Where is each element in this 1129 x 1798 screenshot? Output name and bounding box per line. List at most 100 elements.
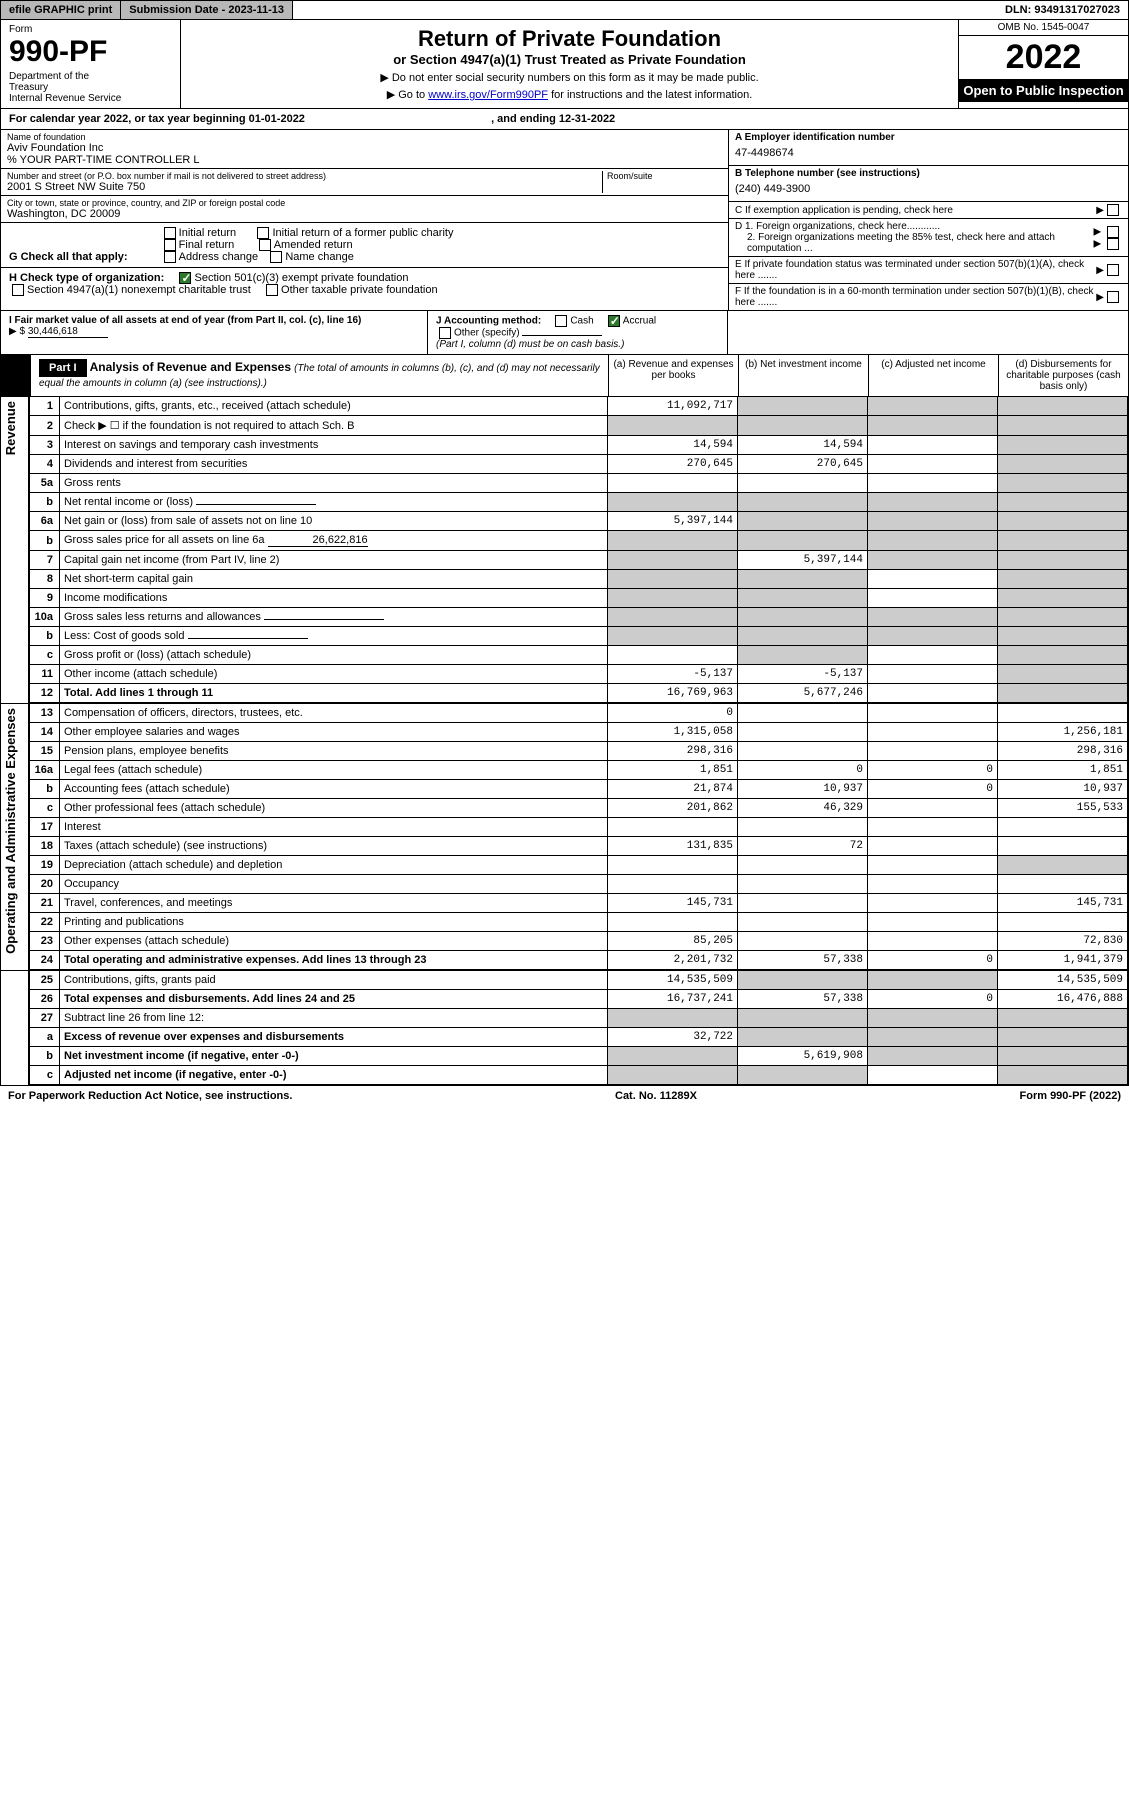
checkbox-d1[interactable] — [1107, 226, 1119, 238]
checkbox-d2[interactable] — [1107, 238, 1119, 250]
col-a-val — [608, 531, 738, 551]
row-num: 3 — [30, 436, 60, 455]
col-b-val — [738, 627, 868, 646]
main-title: Return of Private Foundation — [187, 26, 952, 52]
col-c-val — [868, 416, 998, 436]
col-b-val — [738, 913, 868, 932]
col-b-val — [738, 742, 868, 761]
col-d-val — [998, 646, 1128, 665]
col-a-val: 298,316 — [608, 742, 738, 761]
row-desc: Capital gain net income (from Part IV, l… — [60, 551, 608, 570]
row-num: 21 — [30, 894, 60, 913]
city: Washington, DC 20009 — [7, 208, 722, 220]
col-b-val: 14,594 — [738, 436, 868, 455]
checkbox-501c3[interactable] — [179, 272, 191, 284]
instructions-link[interactable]: www.irs.gov/Form990PF — [428, 89, 548, 101]
col-b-val: 72 — [738, 837, 868, 856]
checkbox-accrual[interactable] — [608, 315, 620, 327]
checkbox-address-change[interactable] — [164, 251, 176, 263]
row-num: 25 — [30, 971, 60, 990]
col-c-val — [868, 1028, 998, 1047]
row-num: 14 — [30, 723, 60, 742]
checkbox-initial-return[interactable] — [164, 227, 176, 239]
col-a-val: 11,092,717 — [608, 397, 738, 416]
col-a-val: 270,645 — [608, 455, 738, 474]
col-a-val: 21,874 — [608, 780, 738, 799]
section-h: H Check type of organization: Section 50… — [1, 268, 728, 300]
row-num: 7 — [30, 551, 60, 570]
checkbox-other-taxable[interactable] — [266, 284, 278, 296]
col-a-header: (a) Revenue and expenses per books — [608, 355, 738, 396]
col-b-val: -5,137 — [738, 665, 868, 684]
row-desc: Gross sales price for all assets on line… — [60, 531, 608, 551]
part1-header-row: Part I Analysis of Revenue and Expenses … — [0, 355, 1129, 397]
col-d-val — [998, 416, 1128, 436]
row-desc: Total expenses and disbursements. Add li… — [60, 990, 608, 1009]
col-c-val — [868, 742, 998, 761]
col-b-val — [738, 646, 868, 665]
col-b-val — [738, 856, 868, 875]
col-c-val — [868, 589, 998, 608]
col-d-val: 145,731 — [998, 894, 1128, 913]
col-b-val — [738, 474, 868, 493]
row-desc: Interest — [60, 818, 608, 837]
checkbox-final-return[interactable] — [164, 239, 176, 251]
checkbox-name-change[interactable] — [270, 251, 282, 263]
checkbox-c[interactable] — [1107, 204, 1119, 216]
col-a-val — [608, 1009, 738, 1028]
col-c-val — [868, 875, 998, 894]
row-desc: Other professional fees (attach schedule… — [60, 799, 608, 818]
mid-section: I Fair market value of all assets at end… — [0, 311, 1129, 355]
fmv-value: 30,446,618 — [28, 326, 108, 338]
col-b-val — [738, 1066, 868, 1085]
row-num: 22 — [30, 913, 60, 932]
row-num: 11 — [30, 665, 60, 684]
col-c-val — [868, 818, 998, 837]
foundation-info: Name of foundation Aviv Foundation Inc %… — [0, 130, 1129, 311]
row-num: 24 — [30, 951, 60, 970]
col-b-val — [738, 875, 868, 894]
col-b-val: 0 — [738, 761, 868, 780]
checkbox-amended[interactable] — [259, 239, 271, 251]
col-b-val: 57,338 — [738, 990, 868, 1009]
row-num: 1 — [30, 397, 60, 416]
row-num: 19 — [30, 856, 60, 875]
checkbox-cash[interactable] — [555, 315, 567, 327]
checkbox-initial-public[interactable] — [257, 227, 269, 239]
row-desc: Accounting fees (attach schedule) — [60, 780, 608, 799]
col-b-val — [738, 589, 868, 608]
col-c-val — [868, 704, 998, 723]
row-num: b — [30, 531, 60, 551]
checkbox-e[interactable] — [1107, 264, 1119, 276]
col-b-val — [738, 493, 868, 512]
row-num: 5a — [30, 474, 60, 493]
row-num: c — [30, 1066, 60, 1085]
room-label: Room/suite — [607, 171, 722, 181]
section-c: C If exemption application is pending, c… — [735, 205, 1096, 216]
form-label: Form — [9, 24, 172, 35]
col-d-val — [998, 608, 1128, 627]
page-footer: For Paperwork Reduction Act Notice, see … — [0, 1086, 1129, 1106]
col-a-val — [608, 646, 738, 665]
part1-title: Analysis of Revenue and Expenses — [90, 360, 291, 374]
col-d-val: 1,941,379 — [998, 951, 1128, 970]
checkbox-f[interactable] — [1107, 291, 1119, 303]
col-b-val: 5,619,908 — [738, 1047, 868, 1066]
row-num: 26 — [30, 990, 60, 1009]
col-a-val: 32,722 — [608, 1028, 738, 1047]
city-label: City or town, state or province, country… — [7, 198, 722, 208]
row-desc: Subtract line 26 from line 12: — [60, 1009, 608, 1028]
col-c-val — [868, 913, 998, 932]
row-desc: Occupancy — [60, 875, 608, 894]
checkbox-other-method[interactable] — [439, 327, 451, 339]
col-d-val — [998, 455, 1128, 474]
checkbox-4947[interactable] — [12, 284, 24, 296]
col-a-val: 1,315,058 — [608, 723, 738, 742]
col-b-val — [738, 1009, 868, 1028]
col-b-val: 10,937 — [738, 780, 868, 799]
row-desc: Printing and publications — [60, 913, 608, 932]
tax-year: 2022 — [959, 36, 1128, 79]
col-d-val — [998, 913, 1128, 932]
col-b-val — [738, 723, 868, 742]
col-d-val: 16,476,888 — [998, 990, 1128, 1009]
